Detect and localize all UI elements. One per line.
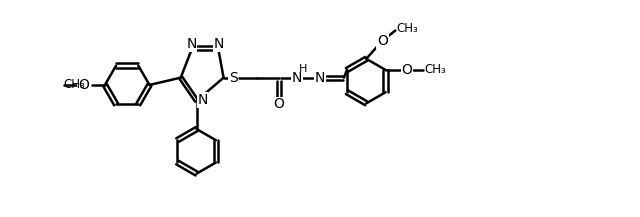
Text: N: N <box>186 37 196 51</box>
Text: CH₃: CH₃ <box>396 22 418 35</box>
Text: CH₃: CH₃ <box>63 78 85 91</box>
Text: O: O <box>273 97 284 111</box>
Text: S: S <box>228 71 237 85</box>
Text: CH₃: CH₃ <box>424 63 446 76</box>
Text: N: N <box>315 71 325 85</box>
Text: O: O <box>401 63 412 77</box>
Text: N: N <box>197 93 208 107</box>
Text: N: N <box>292 71 302 85</box>
Text: O: O <box>377 34 388 48</box>
Text: O: O <box>78 78 89 92</box>
Text: N: N <box>214 37 224 51</box>
Text: H: H <box>299 64 307 74</box>
